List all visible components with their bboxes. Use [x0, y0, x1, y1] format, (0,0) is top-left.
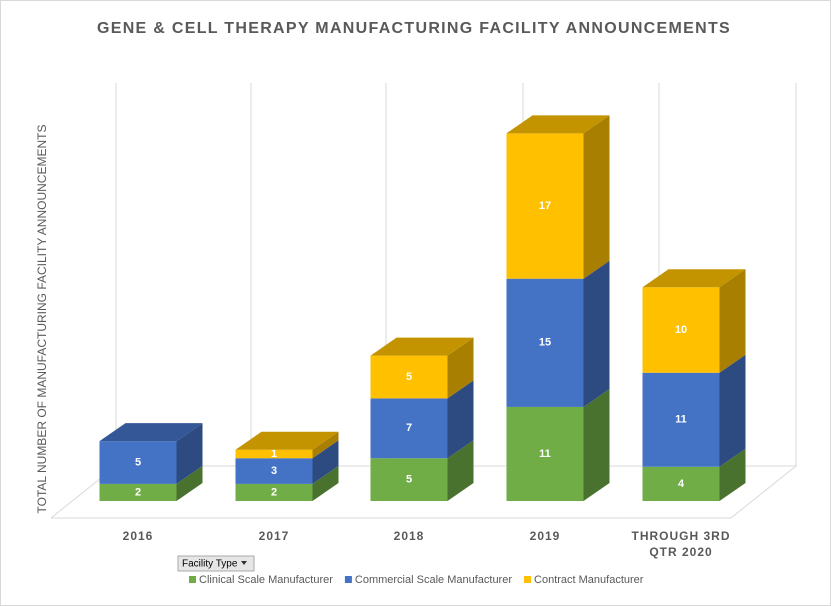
x-tick-label: 2017: [258, 529, 290, 543]
data-label: 5: [135, 456, 141, 468]
legend-label: Commercial Scale Manufacturer: [355, 574, 512, 586]
x-tick-label: 2018: [393, 529, 425, 543]
bar-side: [312, 431, 339, 459]
bar-side: [719, 354, 746, 467]
data-label: 7: [406, 422, 412, 434]
bar-top: [642, 269, 746, 288]
data-label: 17: [539, 200, 551, 212]
bar-segment: [642, 466, 720, 501]
data-label: 4: [678, 478, 685, 490]
bar-segment: [506, 406, 584, 501]
bar-top: [235, 431, 339, 450]
bar-segment: [99, 441, 177, 484]
legend-label: Clinical Scale Manufacturer: [199, 574, 333, 586]
bar-side: [719, 448, 746, 501]
bar-top: [370, 337, 474, 356]
bar-side: [447, 440, 474, 501]
data-label: 11: [675, 414, 687, 426]
data-label: 3: [271, 465, 277, 477]
bar-segment: [506, 133, 584, 279]
bar-segment: [235, 449, 313, 459]
x-tick-label: 2019: [529, 529, 561, 543]
data-label: 10: [675, 324, 687, 336]
bar-segment: [370, 355, 448, 399]
bar-segment: [235, 458, 313, 484]
bar-top: [99, 423, 203, 442]
bar-top: [506, 115, 610, 134]
x-tick-label: THROUGH 3RD QTR 2020: [631, 529, 731, 559]
bar-side: [176, 423, 203, 484]
chart-title: GENE & CELL THERAPY MANUFACTURING FACILI…: [97, 20, 731, 37]
data-label: 2: [271, 486, 277, 498]
data-label: 2: [135, 486, 141, 498]
filter-button[interactable]: Facility Type: [177, 555, 255, 572]
bar-side: [312, 465, 339, 501]
bar-side: [583, 115, 610, 279]
data-label: 11: [539, 448, 551, 460]
legend-swatch: [344, 576, 352, 583]
x-tick-label: 2016: [122, 529, 154, 543]
filter-box[interactable]: [177, 555, 255, 572]
bar-side: [447, 380, 474, 459]
bar-segment: [99, 483, 177, 501]
bar-segment: [370, 398, 448, 459]
bar-side: [312, 440, 339, 484]
bar-segment: [642, 287, 720, 373]
bar-side: [583, 388, 610, 501]
bar-side: [719, 269, 746, 373]
y-axis-label: TOTAL NUMBER OF MANUFACTURING FACILITY A…: [35, 125, 49, 514]
bar-segment: [370, 458, 448, 501]
legend-swatch: [189, 576, 196, 583]
bar-segment: [235, 483, 313, 501]
filter-arrow: [241, 561, 247, 565]
bar-side: [447, 337, 474, 399]
bar-side: [176, 465, 203, 501]
data-label: 15: [539, 337, 551, 349]
bar-segment: [506, 278, 584, 407]
data-label: 5: [406, 371, 412, 383]
bar-segment: [642, 372, 720, 467]
bar-side: [583, 260, 610, 407]
legend-label: Contract Manufacturer: [534, 574, 644, 586]
data-label: 5: [406, 474, 412, 486]
filter-label[interactable]: Facility Type: [182, 559, 238, 570]
legend-swatch: [524, 576, 532, 583]
data-label: 1: [271, 448, 277, 460]
